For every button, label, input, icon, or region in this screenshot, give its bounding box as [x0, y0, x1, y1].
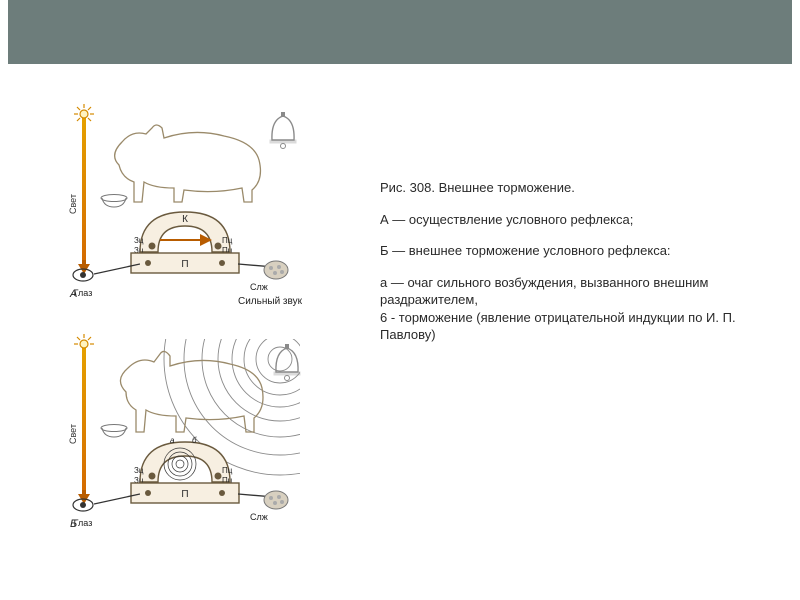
- pc-label-1: Пц: [222, 236, 232, 245]
- light-label: Свет: [68, 194, 78, 214]
- page-root: Свет Глаз А: [0, 0, 800, 600]
- panel-b-letter: Б: [70, 518, 77, 530]
- afferent-line-left: [94, 262, 140, 276]
- panel-a: Свет Глаз А: [70, 104, 310, 314]
- saliva-gland-icon: [262, 259, 290, 281]
- slzh-label-b: Слж: [250, 512, 268, 522]
- caption-c: а — очаг сильного возбуждения, вызванног…: [380, 275, 708, 308]
- panel-a-letter: А: [70, 288, 77, 300]
- diagram-column: Свет Глаз А: [70, 104, 310, 544]
- subcortex-box-b: П: [130, 482, 240, 504]
- caption-b: Б — внешнее торможение условного рефлекс…: [380, 242, 750, 260]
- saliva-gland-icon: [262, 489, 290, 511]
- subcortex-box: П: [130, 252, 240, 274]
- dog-outline: [104, 110, 274, 210]
- light-label: Свет: [68, 424, 78, 444]
- panel-b: Свет Глаз Б: [70, 334, 310, 544]
- light-beam: [82, 114, 86, 264]
- lamp-icon: [74, 334, 94, 354]
- caption-title: Рис. 308. Внешнее торможение.: [380, 179, 750, 197]
- sound-label: Сильный звук: [238, 296, 302, 307]
- bowl-icon: [100, 194, 128, 208]
- top-frame-bar: [8, 0, 792, 64]
- light-beam: [82, 344, 86, 494]
- zc-b-1: Зц: [134, 466, 143, 475]
- p-label-b: П: [181, 489, 188, 500]
- caption-a: А — осуществление условного рефлекса;: [380, 211, 750, 229]
- bowl-icon: [100, 424, 128, 438]
- afferent-b: [94, 492, 140, 506]
- p-label: П: [181, 259, 188, 270]
- bell-icon: [270, 344, 304, 384]
- eye-icon: [72, 498, 94, 512]
- dog-outline: [104, 340, 274, 440]
- lamp-icon: [74, 104, 94, 124]
- slzh-label-a: Слж: [250, 282, 268, 292]
- eye-icon: [72, 268, 94, 282]
- caption-d: 6 - торможение (явление отрицательной ин…: [380, 310, 736, 343]
- pc-b-1: Пц: [222, 466, 232, 475]
- b-small-label: б: [192, 436, 197, 445]
- k-label: К: [182, 214, 188, 225]
- caption-column: Рис. 308. Внешнее торможение. А — осущес…: [380, 179, 750, 358]
- zc-label-1: Зц: [134, 236, 143, 245]
- content-area: Свет Глаз А: [0, 64, 800, 600]
- a-small-label: а: [170, 436, 174, 445]
- caption-cd: а — очаг сильного возбуждения, вызванног…: [380, 274, 750, 344]
